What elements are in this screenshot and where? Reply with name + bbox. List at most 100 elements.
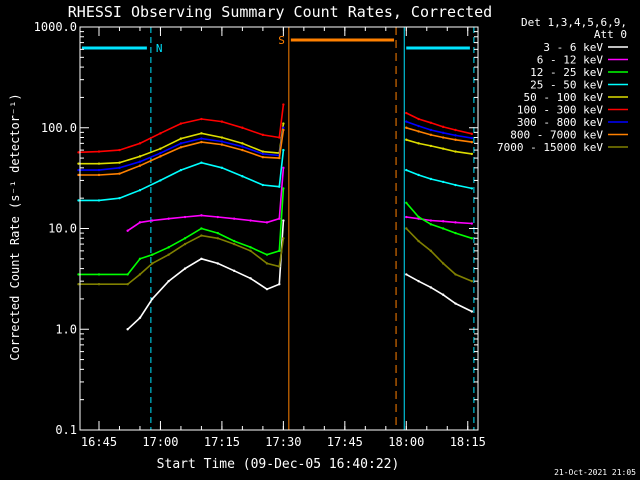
data-point — [159, 151, 162, 155]
series-line-3 — [78, 150, 285, 202]
data-point — [97, 199, 101, 202]
data-point — [216, 231, 220, 235]
data-point — [278, 282, 281, 286]
x-tick-label: 18:15 — [450, 435, 486, 449]
data-point — [138, 160, 142, 163]
data-point — [282, 103, 285, 106]
data-point — [159, 179, 162, 182]
data-point — [441, 180, 445, 184]
data-point — [470, 237, 474, 240]
detector-info-line-2: Att 0 — [594, 28, 627, 41]
data-point — [417, 124, 420, 128]
plot-area: N S 0.1 1.0 10.0 100.0 1000.0 16:45 17:00 17:15… — [34, 20, 486, 449]
data-point — [138, 273, 142, 276]
data-point — [454, 183, 457, 187]
data-point — [77, 173, 80, 177]
data-point — [278, 185, 281, 188]
data-point — [97, 282, 101, 286]
data-point — [183, 267, 187, 270]
data-point — [429, 121, 433, 124]
data-point — [282, 126, 285, 129]
data-point — [159, 155, 162, 158]
data-point — [265, 262, 269, 265]
data-point — [249, 219, 252, 222]
data-point — [200, 137, 203, 140]
x-tick-label: 16:45 — [81, 435, 117, 449]
series-line-5 — [405, 112, 473, 135]
data-point — [179, 168, 183, 172]
data-point — [77, 282, 80, 286]
data-point — [429, 128, 433, 132]
data-point — [278, 249, 281, 253]
data-point — [261, 156, 265, 159]
data-point — [470, 279, 474, 283]
data-point — [278, 156, 281, 160]
data-point — [167, 253, 170, 256]
x-tick-label: 17:00 — [142, 435, 178, 449]
data-point — [441, 125, 445, 129]
data-point — [241, 148, 244, 152]
data-point — [441, 220, 445, 223]
data-point — [405, 227, 408, 230]
data-point — [200, 227, 203, 230]
data-point — [454, 150, 457, 153]
data-point — [159, 132, 162, 135]
data-point — [249, 249, 252, 253]
data-point — [454, 221, 457, 224]
data-point — [167, 217, 170, 220]
data-point — [429, 133, 433, 137]
data-point — [151, 253, 154, 256]
series-line-8 — [78, 234, 285, 285]
data-point — [441, 262, 445, 265]
data-point — [241, 126, 244, 129]
data-point — [151, 262, 154, 265]
series-line-4 — [406, 139, 473, 155]
data-point — [138, 188, 142, 192]
data-point — [241, 175, 244, 178]
data-point — [216, 215, 220, 219]
data-point — [261, 152, 265, 156]
data-point — [179, 146, 183, 149]
detector-info-line-1: Det 1,3,4,5,6,9, — [521, 16, 627, 29]
data-point — [200, 132, 203, 135]
data-point — [282, 148, 285, 152]
data-point — [138, 316, 142, 319]
y-tick-label: 100.0 — [41, 121, 77, 135]
data-point — [282, 219, 285, 222]
data-point — [405, 168, 408, 172]
chart-title: RHESSI Observing Summary Count Rates, Co… — [68, 3, 492, 21]
data-point — [405, 111, 408, 115]
data-point — [405, 215, 408, 219]
legend-label: 3 - 6 keV — [543, 41, 603, 54]
data-point — [470, 152, 474, 156]
data-point — [241, 142, 244, 145]
series-line-5 — [78, 104, 285, 154]
data-point — [261, 183, 265, 187]
x-tick-label: 17:15 — [204, 435, 240, 449]
data-point — [454, 128, 457, 132]
data-point — [183, 237, 187, 240]
data-point — [405, 201, 408, 204]
data-point — [183, 242, 187, 246]
data-point — [126, 273, 129, 276]
data-point — [179, 137, 183, 140]
data-point — [249, 277, 252, 280]
data-point — [265, 253, 269, 256]
data-point — [441, 227, 445, 230]
data-point — [126, 328, 129, 331]
data-point — [278, 217, 281, 220]
data-point — [417, 142, 420, 145]
legend-label: 50 - 100 keV — [524, 91, 604, 104]
data-point — [233, 269, 236, 273]
data-point — [405, 120, 408, 123]
data-point — [454, 302, 457, 305]
data-point — [470, 222, 474, 225]
data-point — [429, 144, 433, 148]
data-point — [118, 172, 121, 175]
legend-label: 100 - 300 keV — [517, 104, 603, 117]
x-tick-label: 17:45 — [327, 435, 363, 449]
y-tick-label: 1.0 — [55, 322, 77, 336]
data-point — [233, 242, 236, 246]
data-point — [249, 246, 252, 249]
